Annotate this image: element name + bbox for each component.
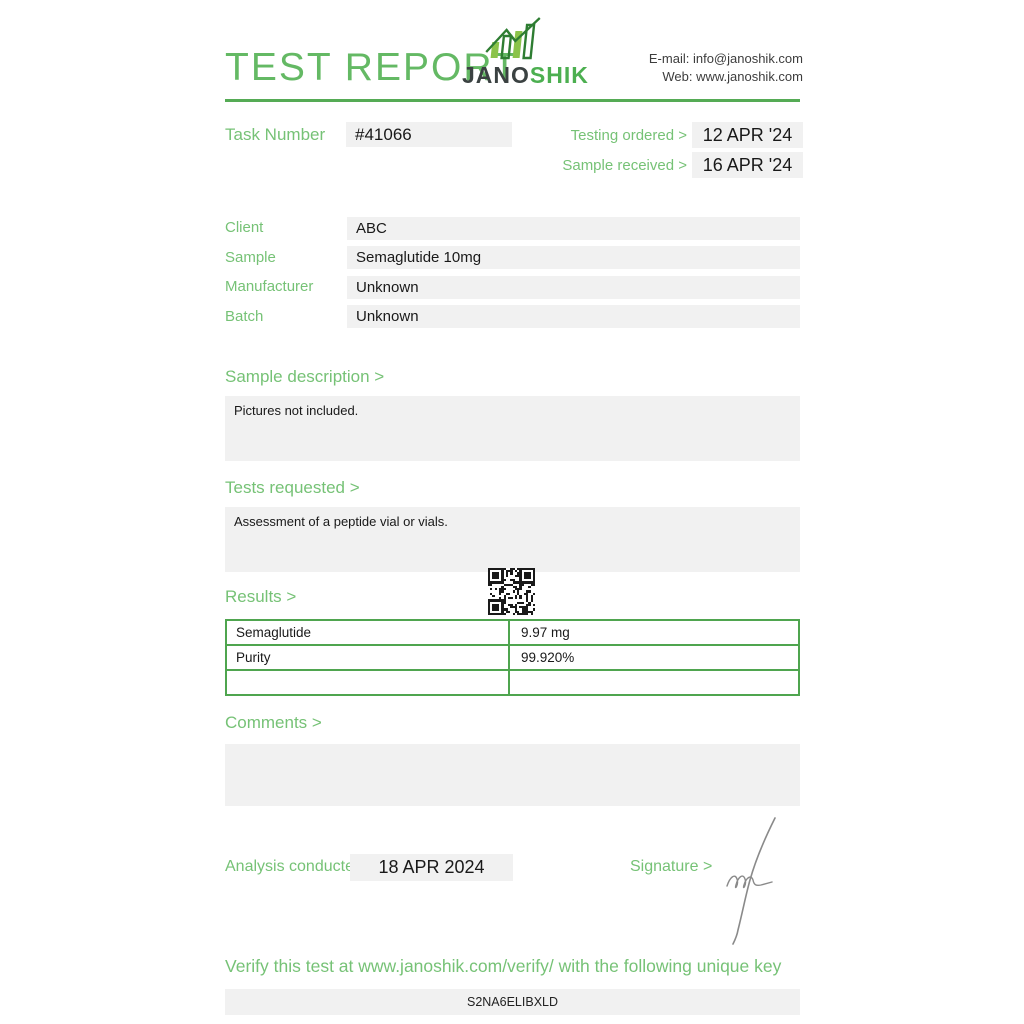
results-heading: Results > xyxy=(225,587,297,606)
result-name xyxy=(227,671,510,694)
result-value: 9.97 mg xyxy=(521,625,570,640)
client-label: Client xyxy=(225,219,264,236)
client-value: ABC xyxy=(347,217,800,240)
contact-web: Web: www.janoshik.com xyxy=(662,69,803,84)
sample-value: Semaglutide 10mg xyxy=(347,246,800,269)
analysis-date: 18 APR 2024 xyxy=(350,854,513,881)
task-number-label: Task Number xyxy=(225,125,326,144)
chart-bars-icon xyxy=(485,17,541,60)
contact-email: E-mail: info@janoshik.com xyxy=(648,51,803,66)
table-row: Semaglutide 9.97 mg xyxy=(227,621,798,644)
verify-text: Verify this test at www.janoshik.com/ver… xyxy=(225,956,782,976)
header-divider xyxy=(225,99,800,102)
result-name: Semaglutide xyxy=(227,621,510,644)
sample-description-heading: Sample description > xyxy=(225,367,385,386)
result-name: Purity xyxy=(227,646,510,669)
tests-requested-heading: Tests requested > xyxy=(225,478,360,497)
sample-received-date: 16 APR '24 xyxy=(692,152,803,178)
signature-label: Signature > xyxy=(630,858,713,875)
batch-value: Unknown xyxy=(347,305,800,328)
manufacturer-label: Manufacturer xyxy=(225,278,314,295)
contact-block: E-mail: info@janoshik.com Web: www.janos… xyxy=(649,50,803,86)
brand-name: JANOSHIK xyxy=(462,62,588,89)
results-table: Semaglutide 9.97 mg Purity 99.920% xyxy=(225,619,800,696)
sample-received-label: Sample received > xyxy=(562,157,687,174)
table-row xyxy=(227,669,798,694)
analysis-conducted-label: Analysis conducted > xyxy=(225,858,377,875)
page-title: TEST REPORT xyxy=(225,46,519,89)
testing-ordered-date: 12 APR '24 xyxy=(692,122,803,148)
manufacturer-value: Unknown xyxy=(347,276,800,299)
brand-logo: JANOSHIK xyxy=(462,16,588,89)
result-value xyxy=(510,671,798,694)
result-value: 99.920% xyxy=(521,650,575,665)
batch-label: Batch xyxy=(225,308,264,325)
testing-ordered-label: Testing ordered > xyxy=(570,127,687,144)
comments-box xyxy=(225,744,800,806)
task-number-value: #41066 xyxy=(346,122,512,147)
table-row: Purity 99.920% xyxy=(227,644,798,669)
tests-requested-box: Assessment of a peptide vial or vials. xyxy=(225,507,800,572)
signature-image xyxy=(726,817,776,945)
brand-name-green: SHIK xyxy=(529,62,589,88)
sample-label: Sample xyxy=(225,249,276,266)
verify-key: S2NA6ELIBXLD xyxy=(225,989,800,1015)
qr-code xyxy=(488,568,535,615)
comments-heading: Comments > xyxy=(225,713,322,732)
sample-description-box: Pictures not included. xyxy=(225,396,800,461)
brand-name-dark: JANO xyxy=(462,62,530,88)
